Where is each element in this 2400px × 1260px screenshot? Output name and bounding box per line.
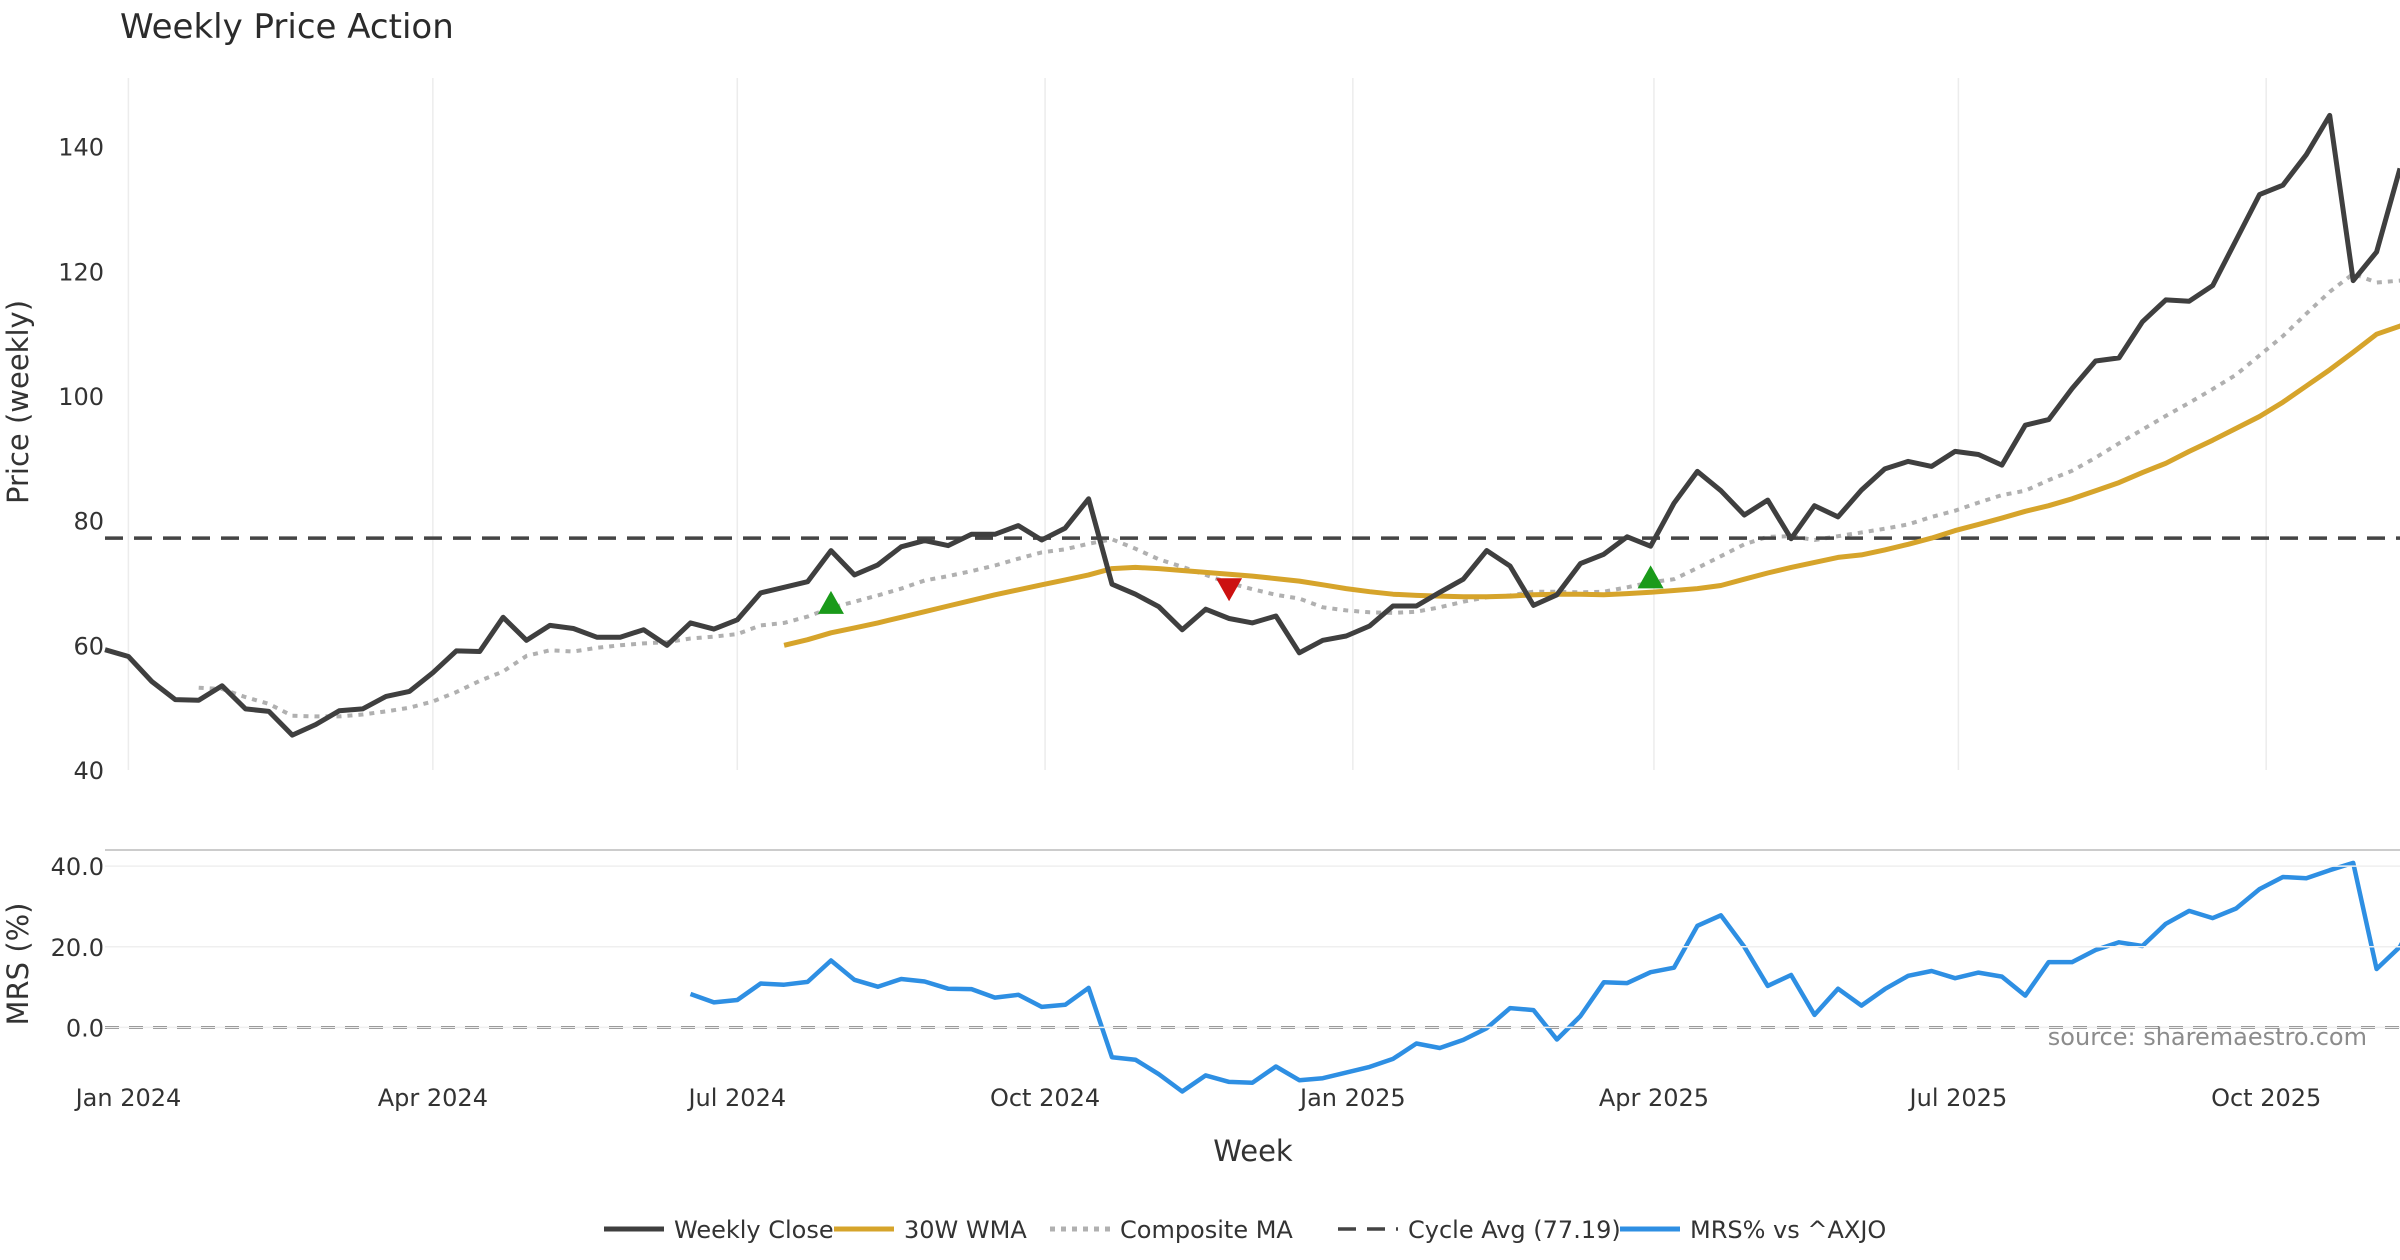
legend-entry: 30W WMA [834,1216,1027,1244]
legend-label: 30W WMA [904,1216,1027,1244]
series-composite-ma [198,271,2400,719]
source-annotation: source: sharemaestro.com [2048,1023,2367,1051]
x-tick-label: Oct 2024 [990,1084,1100,1112]
legend-entry: Composite MA [1050,1216,1293,1244]
mrs-y-tick-label: 40.0 [51,853,104,881]
x-tick-label: Jul 2024 [686,1084,786,1112]
x-axis-label: Week [1213,1134,1293,1168]
legend-entry: Weekly Close [604,1216,834,1244]
series-weekly-close [104,112,2400,738]
price-y-tick-label: 140 [58,134,104,162]
legend-label: MRS% vs ^AXJO [1690,1216,1886,1244]
mrs-panel [105,860,2400,1094]
legend-label: Weekly Close [674,1216,834,1244]
x-tick-label: Jan 2025 [1298,1084,1406,1112]
price-y-axis-label: Price (weekly) [1,300,35,504]
series-30w-wma [783,323,2400,648]
buy-signal-marker [1637,565,1664,589]
buy-signal-marker [817,590,844,614]
x-tick-label: Apr 2025 [1599,1084,1709,1112]
legend-entry: Cycle Avg (77.19) [1338,1216,1621,1244]
chart-title: Weekly Price Action [120,7,454,47]
legend-label: Composite MA [1120,1216,1293,1244]
legend-entry: MRS% vs ^AXJO [1620,1216,1886,1244]
x-tick-label: Apr 2024 [378,1084,488,1112]
price-y-tick-label: 60 [73,632,104,660]
price-y-tick-label: 80 [73,508,104,536]
mrs-y-tick-label: 0.0 [66,1014,104,1042]
price-y-ticks: 40 60 80 100 120 140 [58,134,104,785]
x-axis-ticks: Jan 2024 Apr 2024 Jul 2024 Oct 2024 Jan 2025… [74,1084,2322,1112]
series-mrs-axjo [689,860,2400,1094]
price-panel [104,112,2400,738]
mrs-y-ticks: 0.0 20.0 40.0 [51,853,2400,1042]
vertical-gridlines [127,78,2267,770]
x-tick-label: Oct 2025 [2211,1084,2321,1112]
x-tick-label: Jul 2025 [1908,1084,2008,1112]
legend: Weekly Close 30W WMA Composite MA Cycle Avg… [604,1216,1886,1244]
legend-label: Cycle Avg (77.19) [1408,1216,1621,1244]
sell-signal-marker [1216,578,1243,602]
mrs-y-axis-label: MRS (%) [1,903,35,1026]
x-tick-label: Jan 2024 [74,1084,182,1112]
mrs-y-tick-label: 20.0 [51,934,104,962]
price-y-tick-label: 40 [73,757,104,785]
price-y-tick-label: 120 [58,258,104,286]
price-y-tick-label: 100 [58,383,104,411]
